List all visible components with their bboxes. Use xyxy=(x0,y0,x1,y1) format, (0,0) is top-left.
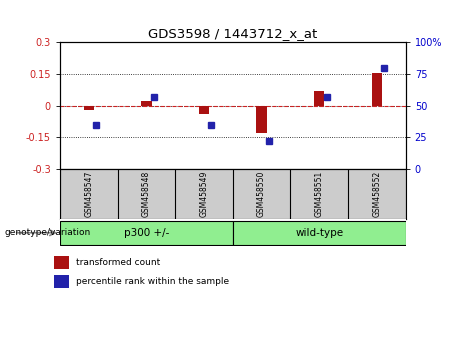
Text: p300 +/-: p300 +/- xyxy=(124,228,169,238)
Text: GSM458548: GSM458548 xyxy=(142,171,151,217)
Bar xyxy=(199,106,209,114)
Text: transformed count: transformed count xyxy=(76,258,160,267)
Title: GDS3598 / 1443712_x_at: GDS3598 / 1443712_x_at xyxy=(148,27,318,40)
Text: GSM458547: GSM458547 xyxy=(84,171,93,217)
Text: wild-type: wild-type xyxy=(295,228,343,238)
Text: GSM458552: GSM458552 xyxy=(372,171,381,217)
Bar xyxy=(54,256,69,269)
Text: GSM458549: GSM458549 xyxy=(200,171,208,217)
Text: GSM458550: GSM458550 xyxy=(257,171,266,217)
Text: percentile rank within the sample: percentile rank within the sample xyxy=(76,277,229,286)
Bar xyxy=(141,102,152,106)
Text: genotype/variation: genotype/variation xyxy=(5,228,91,237)
Bar xyxy=(314,91,325,106)
Bar xyxy=(372,73,382,106)
Bar xyxy=(233,221,406,245)
Text: GSM458551: GSM458551 xyxy=(315,171,324,217)
Bar xyxy=(60,221,233,245)
Bar xyxy=(83,106,94,110)
Bar xyxy=(256,106,267,133)
Bar xyxy=(54,275,69,288)
